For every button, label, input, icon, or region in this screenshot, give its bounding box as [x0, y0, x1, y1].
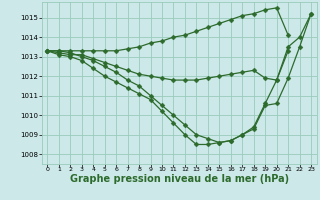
X-axis label: Graphe pression niveau de la mer (hPa): Graphe pression niveau de la mer (hPa)	[70, 174, 289, 184]
